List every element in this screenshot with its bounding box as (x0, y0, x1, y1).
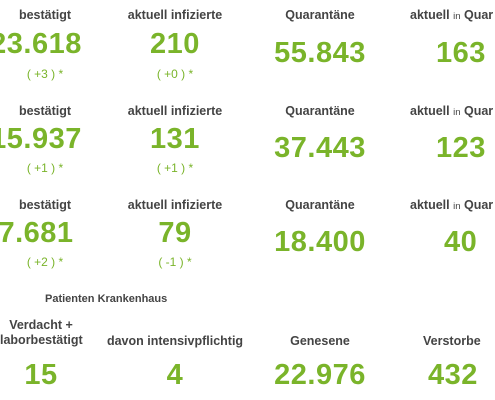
row1-current-quarantine-value: 163 (436, 37, 486, 69)
suspected-confirmed-value: 15 (24, 359, 58, 391)
row2-quarantine-label: Quarantäne (285, 104, 355, 118)
row3-confirmed-delta: ( +2 ) * (26, 255, 64, 269)
intensive-care-label: davon intensivpflichtig (106, 334, 244, 348)
row3-quarantine-label: Quarantäne (285, 198, 355, 212)
row2-confirmed-label: bestätigt (18, 104, 72, 118)
row3-confirmed-label: bestätigt (18, 198, 72, 212)
row3-infected-label: aktuell infizierte (127, 198, 223, 212)
deceased-label: Verstorbe (423, 334, 481, 348)
row1-quarantine-value: 55.843 (274, 37, 366, 69)
row2-infected-value: 131 (150, 123, 200, 155)
row1-confirmed-delta: ( +3 ) * (26, 67, 64, 81)
row3-current-quarantine-label: aktuell in Quar (410, 198, 494, 212)
row1-infected-value: 210 (150, 28, 200, 60)
row1-infected-label: aktuell infizierte (127, 8, 223, 22)
row3-confirmed-value: 7.681 (0, 217, 74, 249)
row2-confirmed-value: 15.937 (0, 123, 82, 155)
row3-infected-value: 79 (158, 217, 192, 249)
row2-quarantine-value: 37.443 (274, 132, 366, 164)
deceased-value: 432 (428, 359, 478, 391)
recovered-label: Genesene (290, 334, 350, 348)
row1-confirmed-label: bestätigt (18, 8, 72, 22)
row1-confirmed-value: 23.618 (0, 28, 82, 60)
recovered-value: 22.976 (274, 359, 366, 391)
row1-infected-delta: ( +0 ) * (156, 67, 194, 81)
hospital-section-title: Patienten Krankenhaus (45, 293, 168, 305)
row2-current-quarantine-label: aktuell in Quar (410, 104, 494, 118)
suspected-confirmed-label: Verdacht + laborbestätigt (0, 318, 83, 347)
row2-confirmed-delta: ( +1 ) * (26, 161, 64, 175)
row3-infected-delta: ( -1 ) * (158, 255, 192, 269)
intensive-care-value: 4 (166, 359, 184, 391)
row3-quarantine-value: 18.400 (274, 226, 366, 258)
row2-current-quarantine-value: 123 (436, 132, 486, 164)
row2-infected-label: aktuell infizierte (127, 104, 223, 118)
row1-quarantine-label: Quarantäne (285, 8, 355, 22)
row2-infected-delta: ( +1 ) * (156, 161, 194, 175)
row1-current-quarantine-label: aktuell in Quar (410, 8, 494, 22)
row3-current-quarantine-value: 40 (444, 226, 478, 258)
